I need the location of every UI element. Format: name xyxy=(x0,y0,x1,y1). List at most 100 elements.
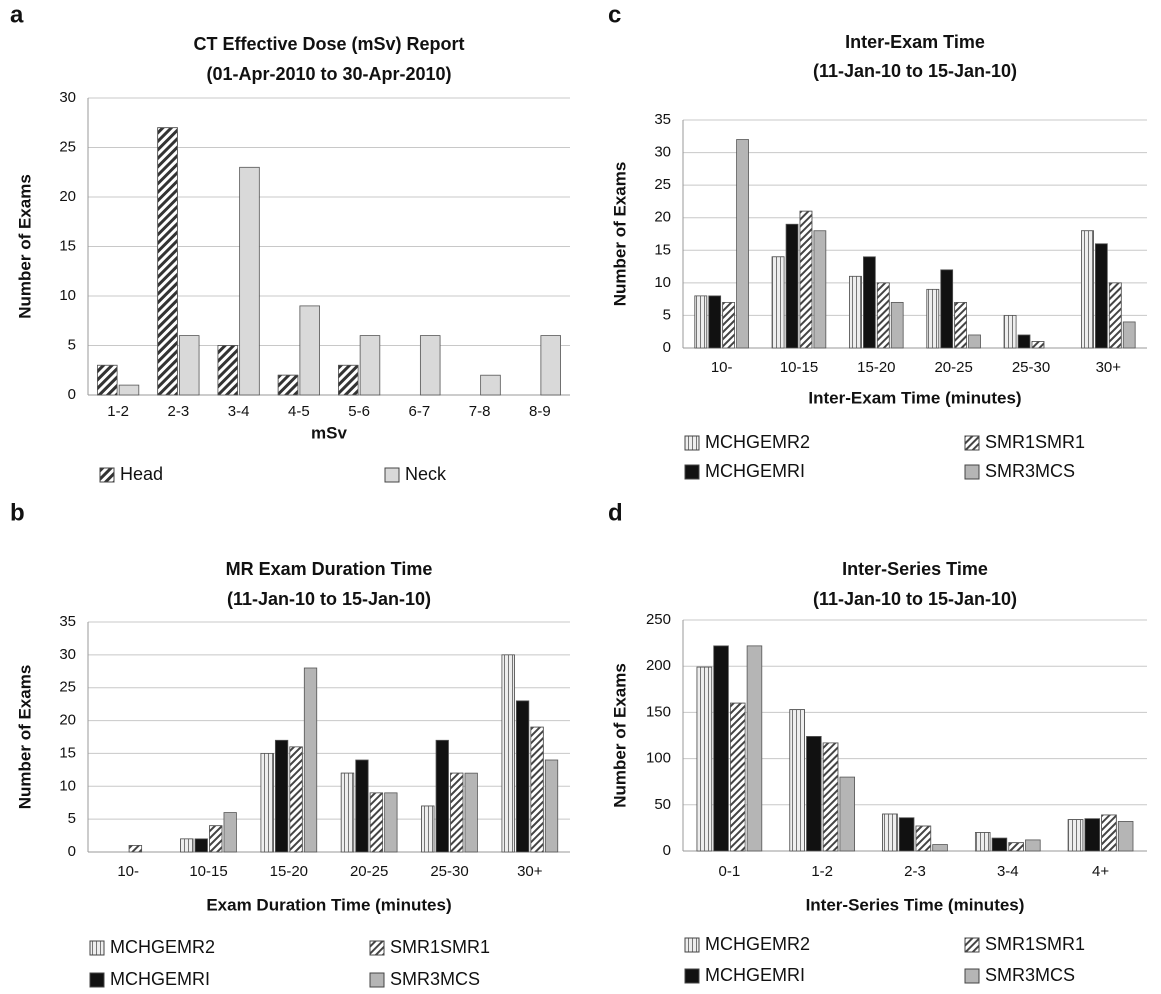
bar-hatch xyxy=(1081,230,1094,349)
legend-swatch xyxy=(89,972,105,988)
bar xyxy=(355,759,369,853)
x-tick-label: 20-25 xyxy=(934,359,972,376)
y-tick-label: 250 xyxy=(646,611,671,628)
legend-label: SMR1SMR1 xyxy=(390,937,490,957)
legend-swatch xyxy=(369,972,385,988)
y-tick-label: 0 xyxy=(68,843,76,860)
bar xyxy=(1017,334,1031,349)
y-axis-label: Number of Exams xyxy=(15,665,34,810)
bar-hatch xyxy=(530,726,544,853)
x-tick-label: 1-2 xyxy=(811,863,833,880)
bar-hatch xyxy=(1101,814,1117,852)
y-tick-label: 5 xyxy=(68,336,76,353)
x-tick-label: 4+ xyxy=(1092,863,1109,880)
chart-subtitle: (11-Jan-10 to 15-Jan-10) xyxy=(813,61,1017,81)
legend-swatch xyxy=(964,968,980,984)
legend-swatch xyxy=(964,464,980,480)
x-tick-label: 25-30 xyxy=(1012,359,1050,376)
x-tick-label: 0-1 xyxy=(719,863,741,880)
y-tick-label: 35 xyxy=(59,613,76,630)
bar-hatch xyxy=(954,301,967,349)
bar-hatch xyxy=(882,813,898,852)
bar-hatch xyxy=(277,374,299,396)
y-tick-label: 20 xyxy=(59,712,76,729)
bar-hatch xyxy=(260,753,274,853)
bar xyxy=(813,230,827,349)
x-tick-label: 4-5 xyxy=(288,403,310,420)
legend-label: MCHGEMRI xyxy=(705,965,805,985)
chart-title: Inter-Exam Time xyxy=(845,32,985,52)
bar xyxy=(991,837,1008,852)
bar xyxy=(223,812,237,853)
bar xyxy=(384,792,398,853)
y-tick-label: 10 xyxy=(654,274,671,291)
bar xyxy=(1025,839,1041,852)
bar xyxy=(968,334,981,349)
legend-label: SMR1SMR1 xyxy=(985,934,1085,954)
y-axis-label: Number of Exams xyxy=(610,663,629,808)
y-tick-label: 50 xyxy=(654,796,671,813)
bar xyxy=(544,759,559,853)
panel-letter: a xyxy=(10,1,24,28)
bar-hatch xyxy=(1008,842,1024,852)
bar xyxy=(932,844,948,852)
bar xyxy=(118,384,140,396)
panel-letter: c xyxy=(608,1,621,28)
y-tick-label: 15 xyxy=(59,744,76,761)
bar xyxy=(898,817,915,852)
y-axis-label: Number of Exams xyxy=(610,162,629,307)
bar xyxy=(806,736,822,852)
x-tick-label: 2-3 xyxy=(168,403,190,420)
bar xyxy=(1117,821,1134,852)
legend-label: MCHGEMR2 xyxy=(705,934,810,954)
bar-hatch xyxy=(876,282,890,349)
legend-hatch xyxy=(964,435,980,451)
x-tick-label: 5-6 xyxy=(348,403,370,420)
y-tick-label: 0 xyxy=(663,339,671,356)
legend-label: SMR1SMR1 xyxy=(985,432,1085,452)
legend-label: SMR3MCS xyxy=(390,969,480,989)
legend-label: MCHGEMRI xyxy=(110,969,210,989)
bar-hatch xyxy=(97,364,118,396)
bar-hatch xyxy=(722,301,735,349)
x-tick-label: 10- xyxy=(711,359,733,376)
bar-hatch xyxy=(180,838,194,853)
bar-hatch xyxy=(730,702,746,852)
bar-hatch xyxy=(926,288,940,349)
y-tick-label: 35 xyxy=(654,111,671,128)
bar xyxy=(178,335,200,396)
bar-hatch xyxy=(338,364,359,396)
x-tick-label: 15-20 xyxy=(270,863,308,880)
chart-title: Inter-Series Time xyxy=(842,559,988,579)
y-tick-label: 25 xyxy=(59,679,76,696)
x-tick-label: 3-4 xyxy=(997,863,1019,880)
bar xyxy=(464,772,478,853)
legend-label: Neck xyxy=(405,464,447,484)
y-tick-label: 5 xyxy=(68,810,76,827)
bar xyxy=(435,739,449,853)
x-axis-label: Inter-Exam Time (minutes) xyxy=(808,388,1021,407)
bar-hatch xyxy=(128,845,143,853)
y-tick-label: 30 xyxy=(59,89,76,106)
bar xyxy=(540,335,561,396)
bar-hatch xyxy=(1067,819,1084,852)
x-tick-label: 3-4 xyxy=(228,403,250,420)
legend-hatch xyxy=(964,937,980,953)
bar xyxy=(785,223,799,349)
bar-hatch xyxy=(501,654,515,853)
bar xyxy=(940,269,954,349)
bar xyxy=(708,295,722,349)
y-tick-label: 0 xyxy=(663,842,671,859)
x-axis-label: Inter-Series Time (minutes) xyxy=(806,895,1025,914)
bar-hatch xyxy=(849,275,862,349)
bar xyxy=(1122,321,1136,349)
legend-swatch xyxy=(684,968,700,984)
panel-letter: d xyxy=(608,499,623,526)
legend-hatch xyxy=(684,937,700,953)
legend-label: Head xyxy=(120,464,163,484)
legend-label: MCHGEMR2 xyxy=(705,432,810,452)
bar-hatch xyxy=(1003,315,1017,349)
y-tick-label: 0 xyxy=(68,386,76,403)
y-tick-label: 20 xyxy=(654,209,671,226)
